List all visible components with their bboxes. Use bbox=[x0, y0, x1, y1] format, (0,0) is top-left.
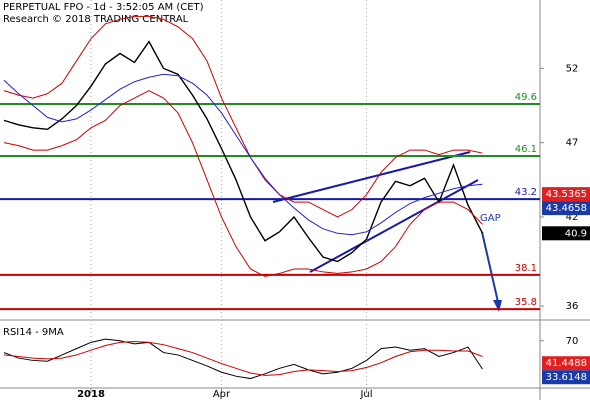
series-line bbox=[3, 341, 483, 376]
panel-title: RSI14 - 9MA bbox=[3, 327, 64, 338]
chart-title: PERPETUAL FPO - 1d - 3:52:05 AM (CET) bbox=[3, 2, 204, 13]
level-label: 49.6 bbox=[515, 92, 537, 103]
series-line bbox=[3, 90, 483, 277]
y-tick-label: 52 bbox=[566, 63, 579, 74]
value-badge bbox=[542, 201, 590, 216]
badge-label: 43.4658 bbox=[546, 203, 587, 214]
level-label: 46.1 bbox=[515, 144, 537, 155]
value-badge bbox=[542, 356, 590, 371]
trend-line bbox=[272, 151, 471, 203]
series-line bbox=[3, 15, 483, 218]
series-line bbox=[3, 40, 484, 263]
y-tick-label: 47 bbox=[566, 138, 579, 149]
chart-subtitle: Research © 2018 TRADING CENTRAL bbox=[3, 14, 189, 25]
y-tick-label: 42 bbox=[566, 212, 579, 223]
y-tick-label: 70 bbox=[566, 336, 579, 347]
value-badge bbox=[542, 187, 590, 202]
value-badge bbox=[542, 370, 590, 385]
x-tick-label: Apr bbox=[213, 389, 231, 400]
x-tick-label: Jul bbox=[359, 389, 372, 400]
badge-label: 43.5365 bbox=[546, 189, 587, 200]
trend-line bbox=[309, 179, 479, 273]
level-label: 43.2 bbox=[515, 187, 537, 198]
arrow bbox=[481, 231, 499, 303]
x-tick-label: 2018 bbox=[77, 389, 105, 400]
badge-label: 33.6148 bbox=[546, 372, 587, 383]
level-label: 35.8 bbox=[515, 297, 537, 308]
annotation: GAP bbox=[480, 213, 501, 224]
value-badge bbox=[542, 226, 590, 241]
badge-label: 41.4488 bbox=[546, 358, 587, 369]
series-line bbox=[3, 73, 483, 236]
badge-label: 40.9 bbox=[565, 228, 587, 239]
y-tick-label: 36 bbox=[566, 301, 579, 312]
level-label: 38.1 bbox=[515, 263, 537, 274]
series-line bbox=[3, 338, 483, 380]
